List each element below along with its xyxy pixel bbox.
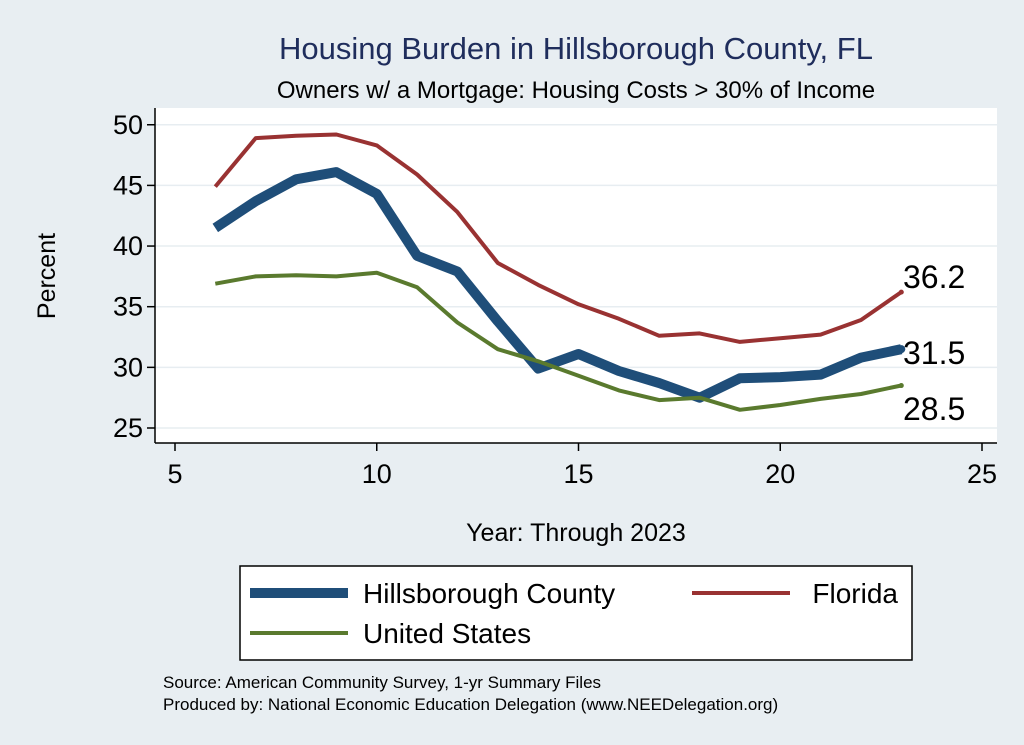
end-labels: 31.5 36.2 28.5: [903, 259, 965, 427]
grid-lines: [155, 124, 997, 429]
x-tick-label-10: 10: [362, 459, 392, 489]
y-tick-label-40: 40: [113, 231, 143, 261]
x-tick-label-20: 20: [765, 459, 795, 489]
y-tick-label-30: 30: [113, 352, 143, 382]
legend-box: [239, 565, 913, 661]
end-label-hillsborough: 31.5: [903, 335, 965, 371]
end-point-united-states: [898, 383, 904, 389]
x-tick-label-5: 5: [167, 459, 182, 489]
legend: Hillsborough County Florida United State…: [239, 565, 913, 661]
legend-label-florida: Florida: [812, 578, 898, 609]
x-axis-label: Year: Through 2023: [466, 519, 686, 547]
y-tick-label-50: 50: [113, 110, 143, 140]
y-tick-label-25: 25: [113, 413, 143, 443]
series-line-hillsborough: [212, 167, 903, 403]
y-axis-ticks: 25 30 35 40 45 50: [113, 110, 155, 443]
x-tick-label-25: 25: [967, 459, 997, 489]
legend-label-united-states: United States: [363, 618, 531, 649]
y-tick-label-35: 35: [113, 292, 143, 322]
chart-subtitle: Owners w/ a Mortgage: Housing Costs > 30…: [277, 77, 875, 104]
end-point-hillsborough: [897, 345, 906, 354]
x-tick-label-15: 15: [563, 459, 593, 489]
series-lines: [212, 132, 906, 412]
x-axis-ticks: 5 10 15 20 25: [167, 443, 997, 489]
series-line-united-states: [214, 270, 902, 412]
end-label-florida: 36.2: [903, 259, 965, 295]
y-tick-label-45: 45: [113, 170, 143, 200]
chart-title: Housing Burden in Hillsborough County, F…: [279, 31, 873, 66]
end-point-florida: [898, 289, 904, 295]
end-label-united-states: 28.5: [903, 391, 965, 427]
series-line-florida: [213, 132, 903, 344]
legend-label-hillsborough: Hillsborough County: [363, 578, 615, 609]
source-note: Source: American Community Survey, 1-yr …: [163, 673, 601, 692]
produced-note: Produced by: National Economic Education…: [163, 695, 778, 714]
y-axis-label: Percent: [33, 233, 61, 319]
